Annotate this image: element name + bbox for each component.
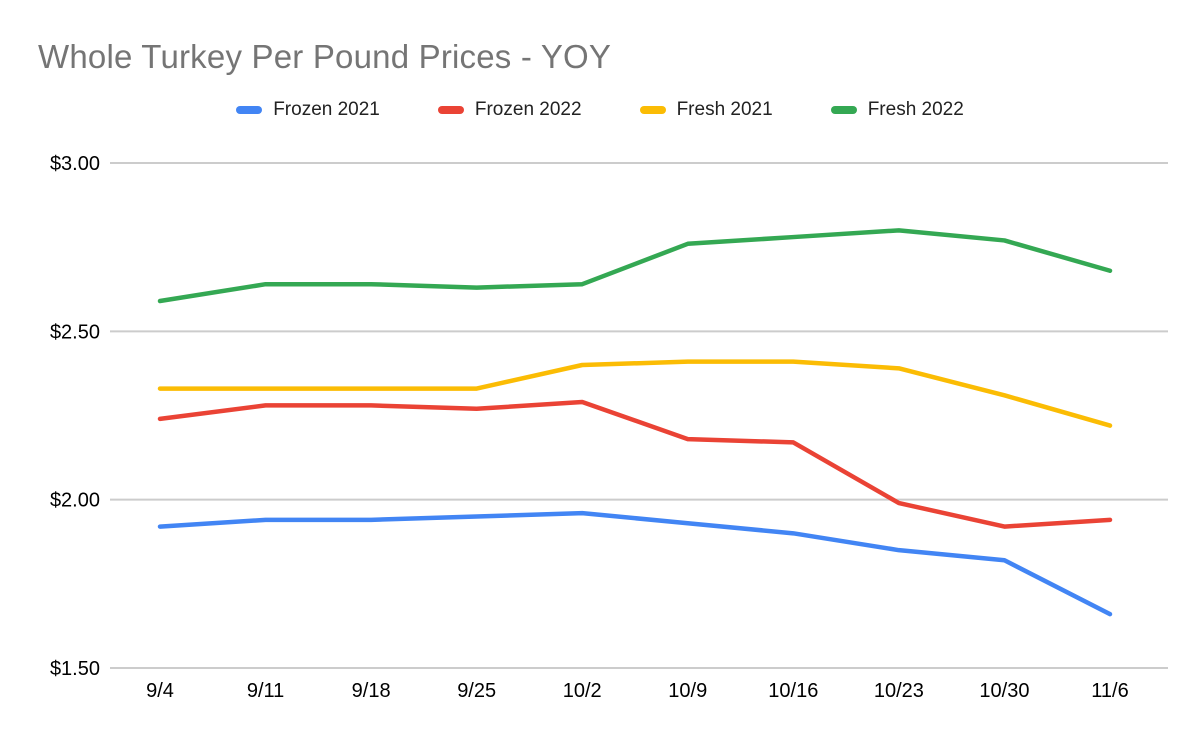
y-axis-tick-label: $3.00 xyxy=(50,153,100,175)
x-axis-tick-label: 9/4 xyxy=(146,680,174,702)
legend-swatch-fresh-2022 xyxy=(830,106,857,114)
chart-legend: Frozen 2021 Frozen 2022 Fresh 2021 Fresh… xyxy=(0,99,1200,121)
legend-item-frozen-2022[interactable]: Frozen 2022 xyxy=(437,99,582,121)
legend-label: Fresh 2022 xyxy=(867,99,964,120)
legend-item-fresh-2021[interactable]: Fresh 2021 xyxy=(639,99,773,121)
legend-item-fresh-2022[interactable]: Fresh 2022 xyxy=(830,99,964,121)
legend-swatch-frozen-2021 xyxy=(236,106,263,114)
legend-item-frozen-2021[interactable]: Frozen 2021 xyxy=(236,99,380,121)
legend-label: Fresh 2021 xyxy=(676,99,773,120)
x-axis-tick-label: 10/30 xyxy=(979,680,1029,702)
series-line-frozen-2022[interactable] xyxy=(157,399,1113,529)
chart-title: Whole Turkey Per Pound Prices - YOY xyxy=(38,38,612,75)
series-line-fresh-2021[interactable] xyxy=(157,359,1113,428)
series-line-fresh-2022[interactable] xyxy=(157,228,1113,304)
series-line-frozen-2021[interactable] xyxy=(157,510,1113,617)
x-axis-tick-label: 10/9 xyxy=(668,680,707,702)
y-axis-tick-label: $2.00 xyxy=(50,490,100,512)
x-axis-tick-label: 11/6 xyxy=(1091,680,1128,702)
x-axis-tick-label: 9/11 xyxy=(247,680,284,702)
x-axis-tick-label: 9/18 xyxy=(352,680,391,702)
x-axis-tick-label: 9/25 xyxy=(457,680,496,702)
legend-label: Frozen 2022 xyxy=(474,99,582,120)
x-axis-tick-label: 10/16 xyxy=(768,680,818,702)
y-axis-tick-label: $2.50 xyxy=(50,321,100,343)
legend-swatch-fresh-2021 xyxy=(639,106,666,114)
y-axis-tick-label: $1.50 xyxy=(50,658,100,680)
legend-label: Frozen 2021 xyxy=(273,99,380,120)
x-axis-tick-label: 10/2 xyxy=(563,680,602,702)
legend-swatch-frozen-2022 xyxy=(437,106,464,114)
x-axis-tick-label: 10/23 xyxy=(874,680,924,702)
